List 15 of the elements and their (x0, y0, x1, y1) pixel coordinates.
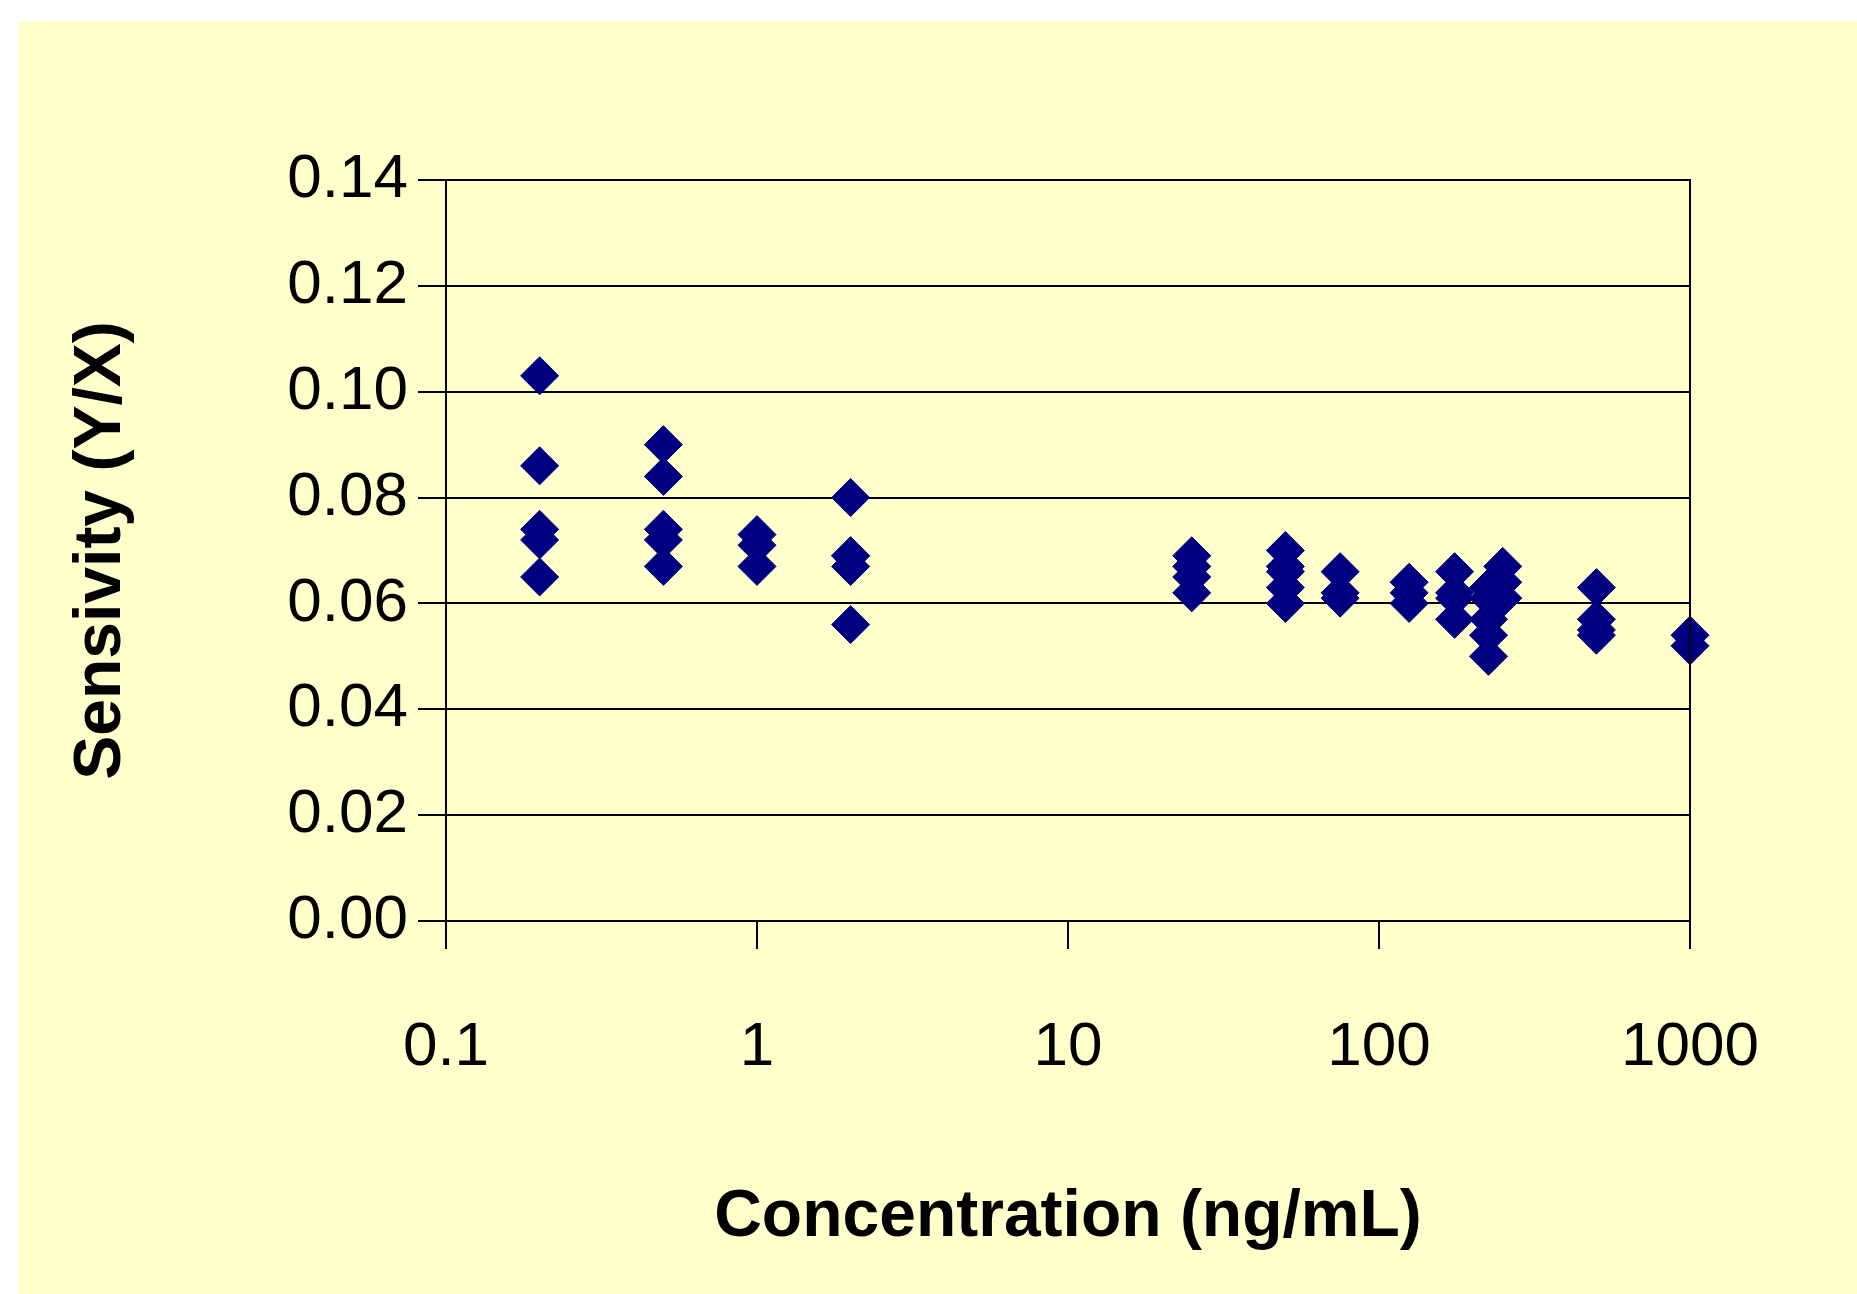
y-tick-label: 0.00 (287, 882, 408, 952)
y-tick-label: 0.14 (287, 141, 408, 211)
y-tick-label: 0.08 (287, 458, 408, 528)
y-tick-label: 0.06 (287, 564, 408, 634)
y-tick-label: 0.02 (287, 776, 408, 846)
x-tick-label: 100 (1327, 1009, 1431, 1079)
x-axis-title: Concentration (ng/mL) (714, 1175, 1422, 1250)
y-tick-label: 0.12 (287, 246, 408, 316)
x-tick-label: 1 (739, 1009, 775, 1079)
y-axis-title: Sensivity (Y/X) (59, 321, 134, 780)
y-tick-label: 0.10 (287, 352, 408, 422)
x-tick-label: 0.1 (402, 1009, 490, 1079)
x-tick-label: 1000 (1621, 1009, 1759, 1079)
x-tick-label: 10 (1033, 1009, 1103, 1079)
y-tick-label: 0.04 (287, 670, 408, 740)
